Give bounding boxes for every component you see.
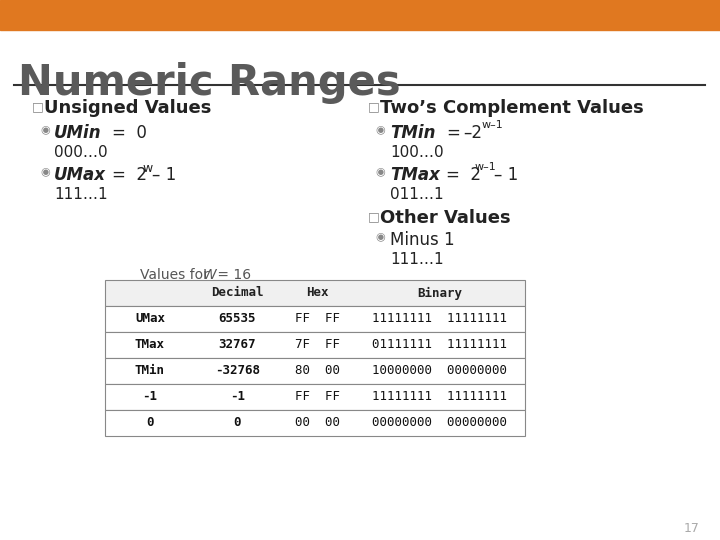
Text: =  0: = 0 <box>112 124 147 142</box>
Text: 111…1: 111…1 <box>390 252 444 267</box>
Text: □: □ <box>368 210 379 223</box>
Text: UMax: UMax <box>135 313 165 326</box>
Text: Decimal: Decimal <box>211 287 264 300</box>
Text: = 16: = 16 <box>213 268 251 282</box>
Text: □: □ <box>32 100 44 113</box>
Text: – 1: – 1 <box>152 166 176 184</box>
Text: =  2: = 2 <box>446 166 481 184</box>
Text: 00000000  00000000: 00000000 00000000 <box>372 416 508 429</box>
Text: 80  00: 80 00 <box>295 364 340 377</box>
Text: -32768: -32768 <box>215 364 260 377</box>
Text: FF  FF: FF FF <box>295 313 340 326</box>
Bar <box>105 410 525 436</box>
Text: 00  00: 00 00 <box>295 416 340 429</box>
Text: w–1: w–1 <box>482 120 503 130</box>
Text: Minus 1: Minus 1 <box>390 231 454 249</box>
Bar <box>105 332 525 358</box>
Text: ◉: ◉ <box>376 167 386 177</box>
Text: – 1: – 1 <box>494 166 518 184</box>
Text: ◉: ◉ <box>40 167 50 177</box>
Bar <box>105 384 525 410</box>
Text: Binary: Binary <box>418 286 462 300</box>
Text: 11111111  11111111: 11111111 11111111 <box>372 313 508 326</box>
Bar <box>0 0 720 30</box>
Text: ◉: ◉ <box>376 125 386 135</box>
Text: Two’s Complement Values: Two’s Complement Values <box>380 99 644 117</box>
Text: 17: 17 <box>684 522 700 535</box>
Text: FF  FF: FF FF <box>295 390 340 403</box>
Bar <box>105 306 525 332</box>
Text: w–1: w–1 <box>474 162 497 172</box>
Text: 11111111  11111111: 11111111 11111111 <box>372 390 508 403</box>
Text: =: = <box>446 124 460 142</box>
Text: 000…0: 000…0 <box>54 145 107 160</box>
Text: 100…0: 100…0 <box>390 145 444 160</box>
Text: Values for: Values for <box>140 268 213 282</box>
Text: –2: –2 <box>463 124 482 142</box>
Text: -1: -1 <box>143 390 158 403</box>
Text: =  2: = 2 <box>112 166 147 184</box>
Text: w: w <box>143 162 153 175</box>
Text: Unsigned Values: Unsigned Values <box>44 99 212 117</box>
Text: TMin: TMin <box>390 124 436 142</box>
Text: -1: -1 <box>230 390 245 403</box>
Text: 10000000  00000000: 10000000 00000000 <box>372 364 508 377</box>
Text: W: W <box>203 268 217 282</box>
Text: □: □ <box>368 100 379 113</box>
Text: Numeric Ranges: Numeric Ranges <box>18 62 400 104</box>
Bar <box>105 358 525 384</box>
Text: 01111111  11111111: 01111111 11111111 <box>372 339 508 352</box>
Text: ◉: ◉ <box>40 125 50 135</box>
Text: 111…1: 111…1 <box>54 187 107 202</box>
Text: UMin: UMin <box>54 124 102 142</box>
Text: UMax: UMax <box>54 166 106 184</box>
Bar <box>105 280 525 306</box>
Text: Other Values: Other Values <box>380 209 510 227</box>
Text: TMax: TMax <box>135 339 165 352</box>
Text: ◉: ◉ <box>376 232 386 242</box>
Text: Hex: Hex <box>306 287 328 300</box>
Text: 0: 0 <box>146 416 153 429</box>
Text: 011…1: 011…1 <box>390 187 444 202</box>
Text: 0: 0 <box>234 416 241 429</box>
Text: TMax: TMax <box>390 166 440 184</box>
Text: 32767: 32767 <box>219 339 256 352</box>
Text: TMin: TMin <box>135 364 165 377</box>
Text: 65535: 65535 <box>219 313 256 326</box>
Text: 7F  FF: 7F FF <box>295 339 340 352</box>
